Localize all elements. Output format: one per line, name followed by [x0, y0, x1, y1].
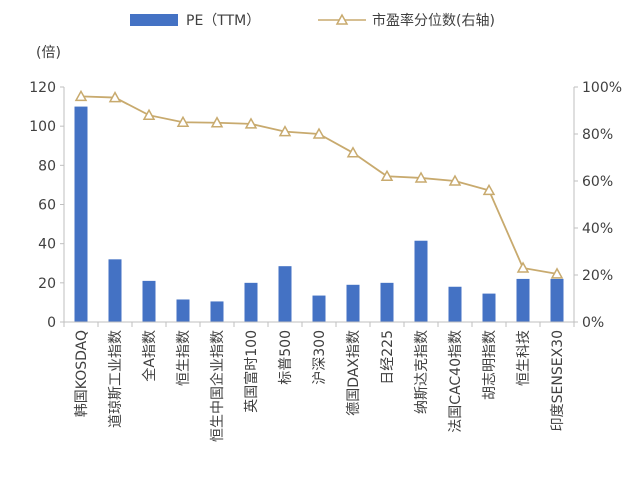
bar [210, 301, 224, 322]
x-tick-label: 日经225 [380, 330, 396, 385]
y-axis-right: 0% 20% 40% 60% 80% 100% [574, 80, 622, 331]
x-tick-label: 道琼斯工业指数 [108, 330, 124, 428]
percentile-marker [346, 146, 360, 158]
percentile-marker [108, 91, 122, 103]
percentile-marker [176, 115, 190, 127]
percentile-marker [380, 169, 394, 182]
percentile-marker [550, 267, 564, 279]
bar [108, 259, 122, 322]
y-tick-label-left: 0 [47, 315, 56, 331]
x-tick-label: 印度SENSEX30 [550, 330, 566, 431]
y-tick-label-right: 80% [582, 127, 613, 143]
percentile-marker [482, 183, 496, 196]
x-tick-label: 恒生指数 [176, 330, 192, 386]
bar [516, 278, 530, 322]
bars [74, 106, 564, 322]
x-axis-labels: 韩国KOSDAQ 道琼斯工业指数 全A指数 恒生指数 恒生中国企业指数 英国富时100 标普… [63, 322, 575, 442]
x-tick-label: 英国富时100 [243, 330, 260, 413]
legend-marker-percentile [335, 13, 349, 25]
x-tick-label: 德国DAX指数 [346, 330, 362, 416]
x-tick-label: 恒生科技 [516, 330, 532, 386]
bar [244, 282, 258, 322]
percentile-line-path [80, 95, 558, 275]
y-tick-label-left: 20 [38, 276, 56, 292]
bar [176, 299, 190, 322]
percentile-marker [244, 117, 258, 129]
x-tick-label: 纳斯达克指数 [414, 330, 430, 414]
y-tick-label-right: 0% [582, 315, 604, 331]
bar [448, 286, 462, 322]
percentile-marker [516, 261, 530, 273]
bar [74, 106, 88, 322]
y-tick-label-left: 80 [38, 158, 56, 174]
y-tick-label-right: 20% [582, 268, 613, 284]
y-tick-label-left: 40 [38, 237, 56, 253]
y-tick-label-left: 100 [29, 119, 56, 135]
x-tick-label: 恒生中国企业指数 [209, 330, 226, 442]
x-tick-label: 沪深300 [312, 330, 328, 385]
percentile-marker [74, 89, 88, 102]
x-tick-label: 法国CAC40指数 [448, 330, 464, 433]
y-tick-label-right: 60% [582, 174, 613, 190]
legend-swatch-pe [130, 14, 178, 26]
y-axis-left: 0 20 40 60 80 100 120 [29, 80, 64, 331]
y-tick-label-left: 120 [29, 80, 56, 96]
bar [312, 295, 326, 322]
y-tick-label-left: 60 [38, 198, 56, 214]
bar [550, 278, 564, 322]
x-tick-label: 韩国KOSDAQ [74, 330, 90, 417]
percentile-marker [312, 127, 326, 139]
y-tick-label-right: 100% [582, 80, 622, 96]
y-axis-label: (倍) [36, 45, 61, 61]
legend-label-pe: PE（TTM） [186, 13, 260, 29]
legend: PE（TTM） 市盈率分位数(右轴) [130, 12, 495, 29]
bar [142, 280, 156, 322]
bar [414, 240, 428, 322]
legend-label-percentile: 市盈率分位数(右轴) [372, 12, 495, 29]
percentile-marker [142, 108, 156, 120]
bar [380, 282, 394, 322]
percentile-marker [278, 125, 292, 137]
percentile-marker [414, 171, 428, 183]
x-tick-label: 全A指数 [141, 330, 158, 382]
bar [278, 266, 292, 322]
percentile-marker [210, 116, 224, 128]
y-tick-label-right: 40% [582, 221, 613, 237]
x-tick-label: 胡志明指数 [482, 330, 498, 400]
percentile-line [74, 89, 564, 279]
percentile-marker [448, 174, 462, 186]
x-tick-label: 标普500 [278, 330, 294, 385]
bar [346, 284, 360, 322]
bar [482, 293, 496, 322]
